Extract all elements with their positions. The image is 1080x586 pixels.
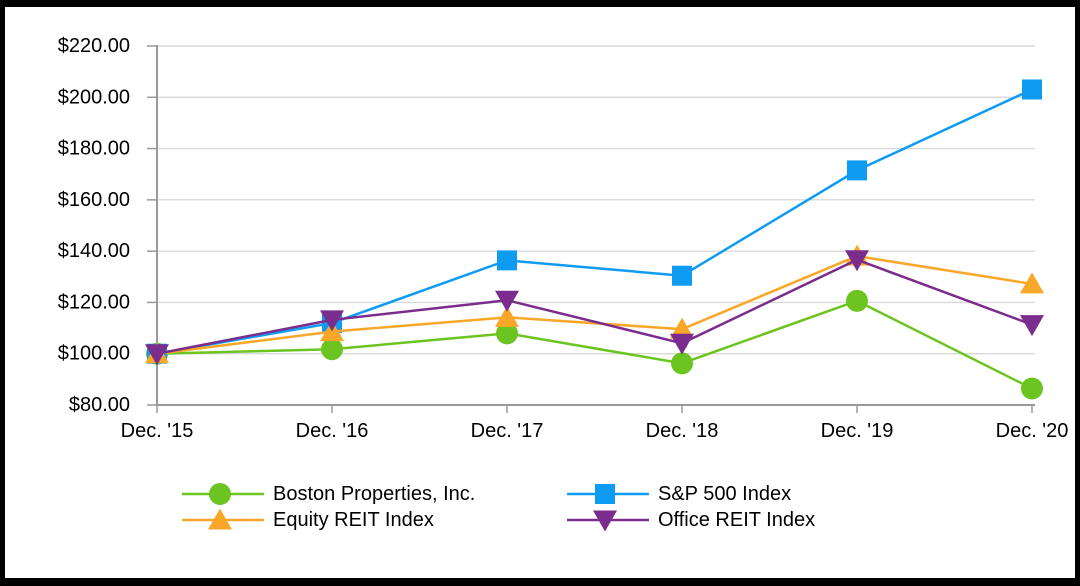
axes	[147, 45, 1035, 413]
triangle-down-marker	[320, 310, 344, 332]
triangle-down-marker	[495, 290, 519, 312]
svg-text:Dec. '18: Dec. '18	[646, 420, 719, 442]
svg-text:$180.00: $180.00	[58, 138, 130, 160]
gridlines	[157, 45, 1035, 406]
svg-text:Dec. '16: Dec. '16	[296, 420, 369, 442]
triangle-up-marker	[1020, 272, 1044, 294]
circle-marker	[846, 289, 868, 312]
square-marker	[672, 265, 692, 286]
triangle-down-marker	[1020, 315, 1044, 337]
circle-marker	[496, 322, 518, 345]
svg-text:$140.00: $140.00	[58, 240, 130, 262]
series-boston-properties-inc	[146, 289, 1043, 400]
series-office-reit-index	[145, 250, 1044, 366]
circle-marker	[1021, 377, 1043, 400]
square-marker	[497, 250, 517, 271]
x-axis-labels: Dec. '15 Dec. '16 Dec. '17 Dec. '18 Dec. '19…	[121, 420, 1069, 442]
triangle-up-marker	[495, 305, 519, 327]
triangle-down-marker	[845, 250, 869, 272]
svg-text:Dec. '15: Dec. '15	[121, 420, 194, 442]
triangle-up-marker	[670, 317, 694, 339]
square-marker	[847, 160, 867, 181]
y-axis-labels: $220.00 $200.00 $180.00 $160.00 $140.00 $120.…	[58, 35, 130, 416]
svg-text:Dec. '20: Dec. '20	[996, 420, 1069, 442]
svg-text:Dec. '17: Dec. '17	[471, 420, 544, 442]
svg-text:$220.00: $220.00	[58, 35, 130, 57]
svg-text:Dec. '19: Dec. '19	[821, 420, 894, 442]
series-equity-reit-index	[145, 244, 1044, 364]
triangle-down-marker	[145, 344, 169, 366]
circle-marker	[321, 338, 343, 361]
svg-text:$200.00: $200.00	[58, 86, 130, 108]
square-marker	[1022, 79, 1042, 100]
svg-text:$160.00: $160.00	[58, 189, 130, 211]
circle-marker	[671, 352, 693, 375]
triangle-down-marker	[670, 333, 694, 355]
svg-text:$100.00: $100.00	[58, 343, 130, 365]
svg-text:$80.00: $80.00	[69, 394, 130, 416]
svg-text:$120.00: $120.00	[58, 291, 130, 313]
